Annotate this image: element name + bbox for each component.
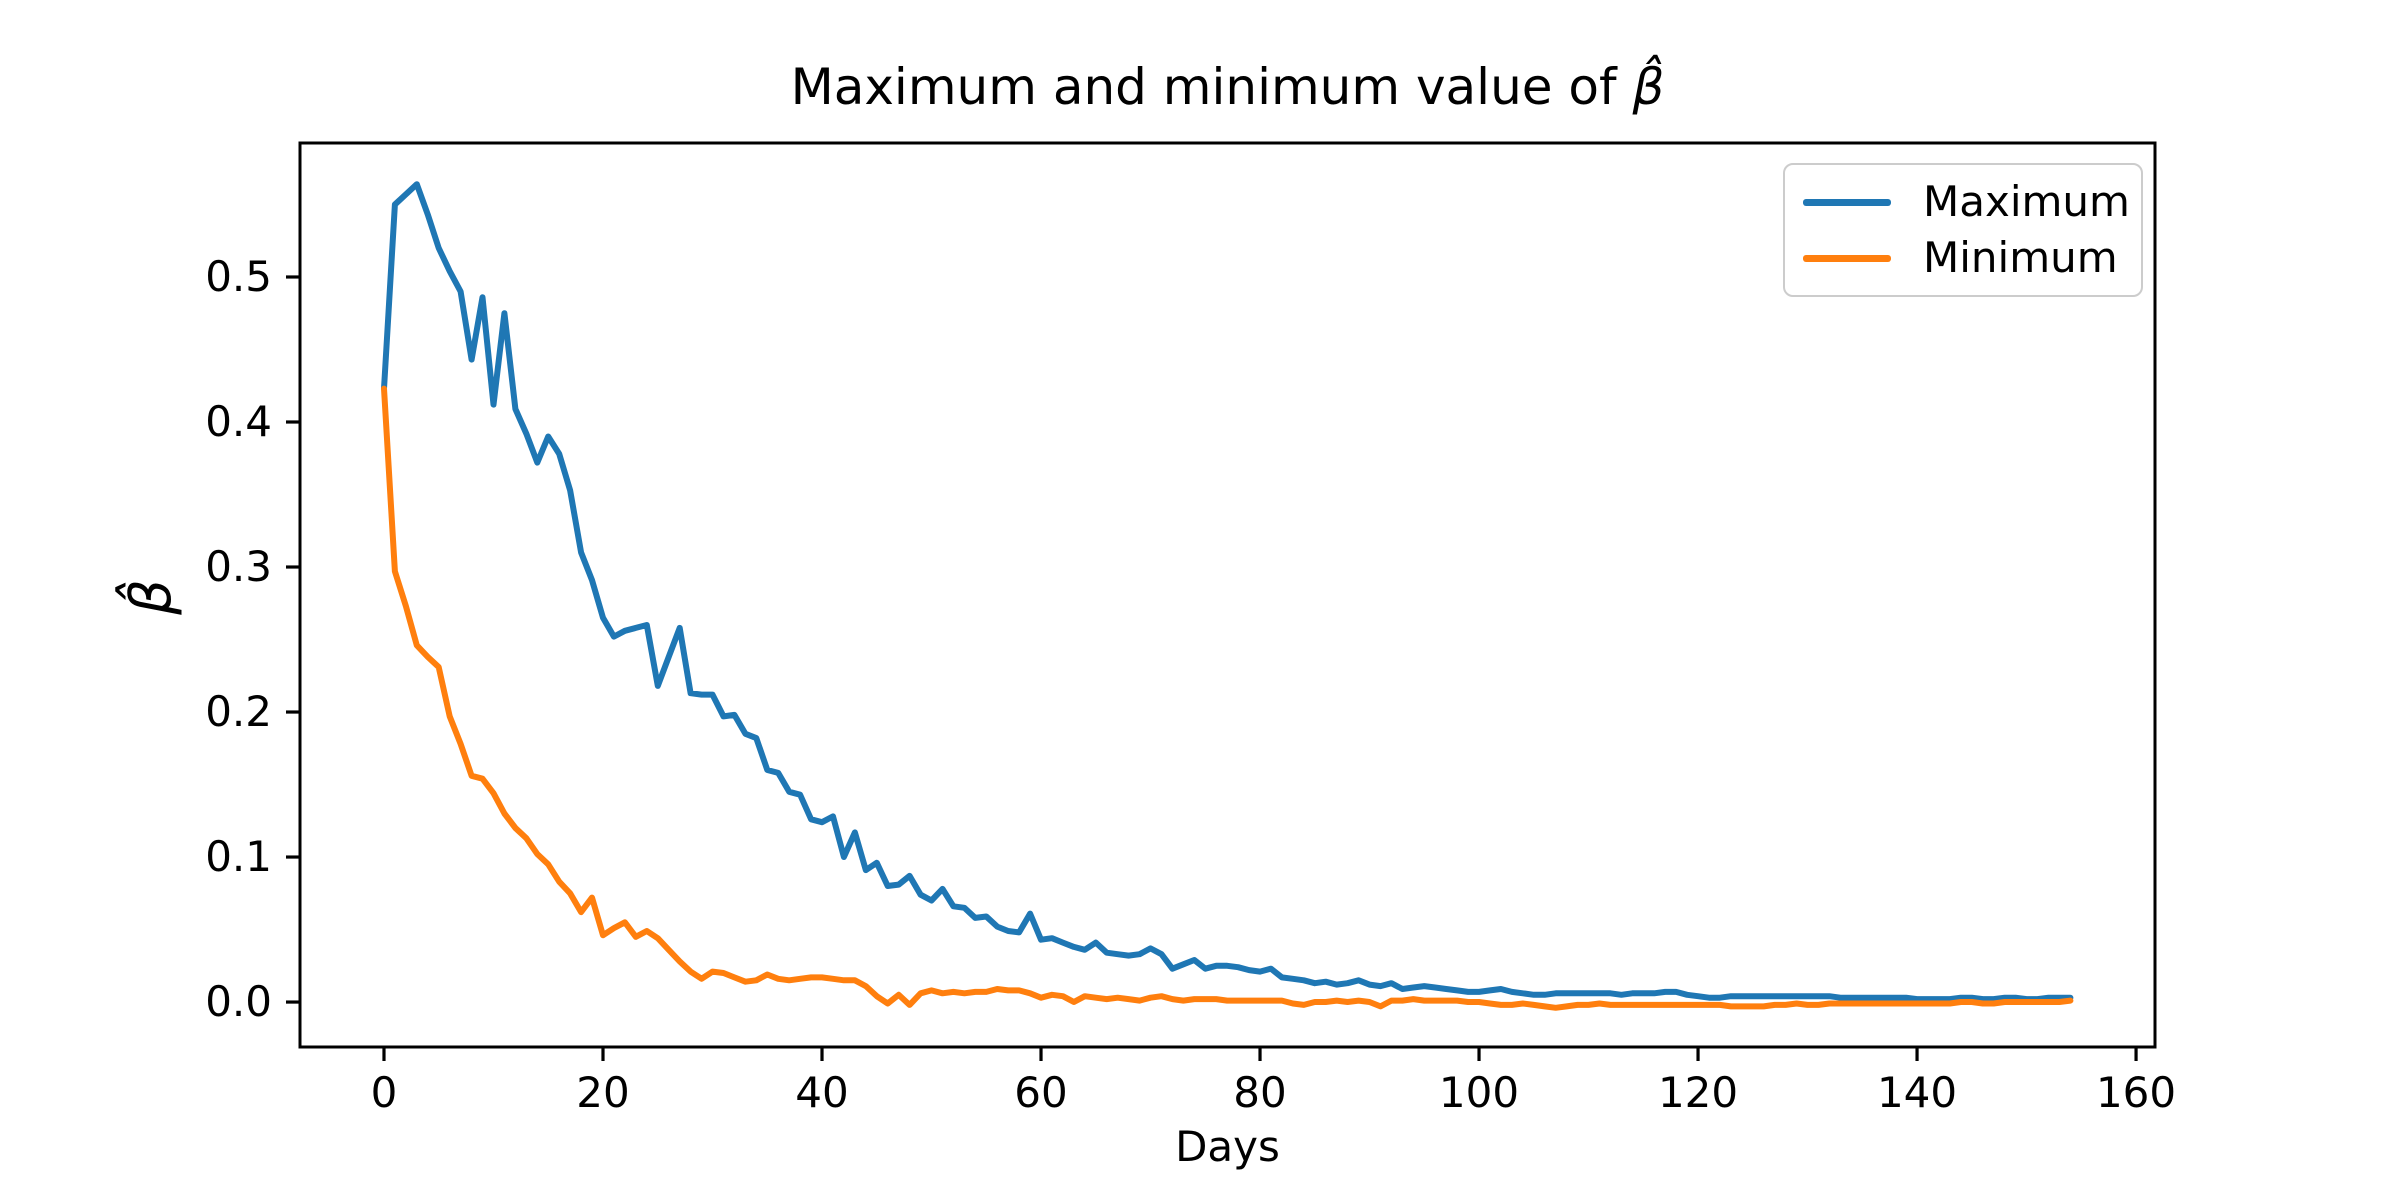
x-tick-label-0: 0 (370, 1068, 398, 1117)
legend-label-minimum: Minimum (1923, 233, 2118, 282)
y-tick-label-0.0: 0.0 (205, 977, 272, 1027)
series-line-minimum (381, 385, 2074, 1011)
x-tick-label-100: 100 (1438, 1068, 1520, 1117)
x-tick-label-60: 60 (1014, 1068, 1068, 1117)
x-tick-label-40: 40 (795, 1068, 849, 1117)
y-tick-label-0.5: 0.5 (205, 251, 272, 301)
y-tick-label-0.4: 0.4 (205, 397, 272, 446)
x-tick-label-120: 120 (1657, 1068, 1739, 1117)
legend-item-maximum: Maximum (1803, 181, 2130, 223)
x-tick-label-80: 80 (1233, 1068, 1287, 1117)
legend-label-maximum: Maximum (1923, 177, 2130, 226)
x-tick-label-20: 20 (576, 1068, 630, 1117)
y-tick-label-0.2: 0.2 (205, 687, 272, 737)
legend-item-minimum: Minimum (1803, 237, 2123, 279)
chart-title-text: Maximum and minimum value of (790, 58, 1633, 116)
plot-spines (298, 141, 2157, 1049)
chart-title: Maximum and minimum value of β̂ (300, 60, 2155, 115)
series-line-maximum (381, 181, 2074, 1003)
legend-minimum-line-swatch (1803, 254, 1891, 262)
legend-maximum-line-swatch (1803, 198, 1891, 206)
chart-title-beta-hat: β̂ (1632, 58, 1665, 116)
y-tick-label-0.3: 0.3 (205, 542, 272, 591)
x-tick-label-160: 160 (2095, 1068, 2177, 1117)
y-tick-label-0.1: 0.1 (205, 832, 272, 882)
legend: Maximum Minimum (1783, 163, 2143, 297)
x-axis-label: Days (1175, 1122, 1280, 1171)
x-tick-label-140: 140 (1876, 1068, 1958, 1117)
